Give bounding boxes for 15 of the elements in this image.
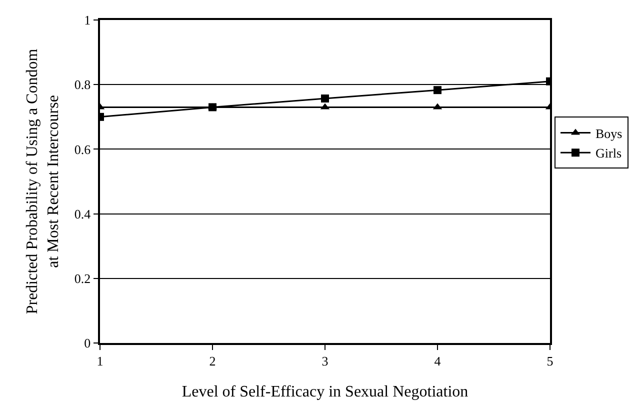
- y-axis-title: Predicted Probability of Using a Condom at Most Recent Intercourse: [24, 48, 62, 314]
- x-tick-label: 2: [209, 353, 216, 368]
- y-tick-label: 0.4: [74, 206, 92, 222]
- x-tick-label: 3: [322, 353, 328, 368]
- legend-label: Girls: [596, 146, 622, 161]
- y-tick-label: 0.2: [74, 270, 91, 286]
- legend-label: Boys: [596, 126, 622, 141]
- y-tick-label: 0: [84, 336, 91, 351]
- y-tick-label: 0.6: [74, 142, 92, 157]
- y-tick-label: 1: [84, 12, 91, 28]
- x-axis-title: Level of Self-Efficacy in Sexual Negotiation: [182, 384, 468, 401]
- x-tick-label: 4: [434, 353, 442, 368]
- x-tick-label: 1: [96, 353, 104, 368]
- x-tick-label: 5: [546, 353, 554, 368]
- y-tick-label: 0.8: [74, 77, 91, 92]
